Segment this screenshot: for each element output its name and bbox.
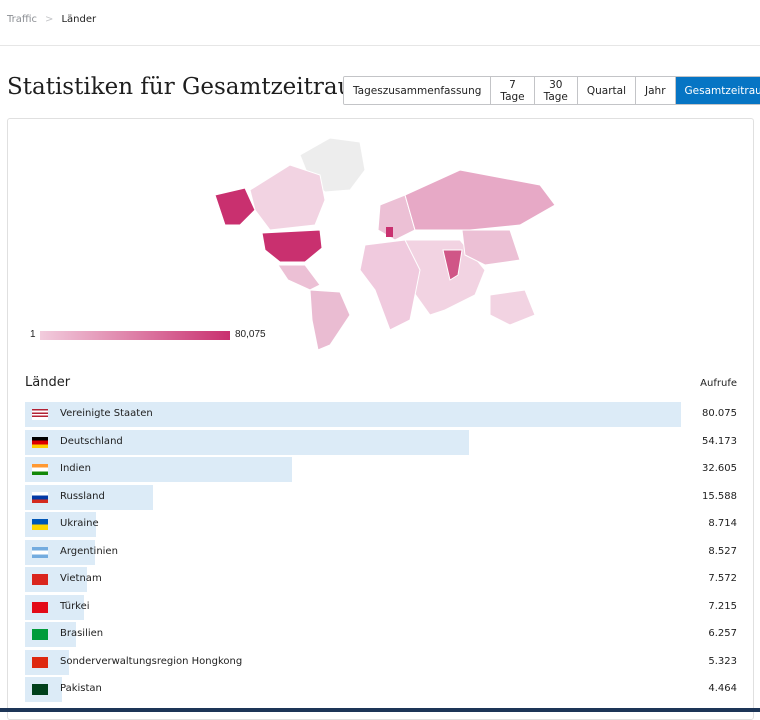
list-heading: Länder [25,375,71,390]
country-row[interactable]: Türkei 7.215 [25,594,737,622]
country-row[interactable]: Ukraine 8.714 [25,511,737,539]
flag [32,629,48,640]
value-label: 54.173 [702,435,737,447]
divider [0,45,760,46]
legend-min: 1 [30,329,36,340]
flag [32,546,48,558]
value-label: 8.714 [708,518,737,529]
breadcrumb-parent[interactable]: Traffic [7,14,38,25]
value-label: 80.075 [702,408,737,419]
flag [32,656,48,668]
india [442,249,463,281]
country-name: Ukraine [60,518,99,529]
country-name: Pakistan [60,683,102,694]
flag [32,684,48,695]
period-button[interactable]: 7 Tage [491,77,535,104]
africa [359,239,421,331]
bar [25,402,681,427]
value-label: 15.588 [702,490,737,502]
value-label: 7.572 [708,573,737,584]
country-name: Brasilien [60,628,104,639]
country-name: Sonderverwaltungsregion Hongkong [60,655,243,667]
country-row[interactable]: Indien 32.605 [25,456,737,484]
period-button[interactable]: Jahr [636,77,676,104]
value-label: 6.257 [708,628,737,639]
russia [404,169,556,231]
value-label: 5.323 [708,655,737,667]
bar [25,457,293,482]
canada [249,164,326,231]
country-name: Indien [60,463,91,474]
bar [25,429,469,455]
country-name: Argentinien [60,545,118,557]
china [461,229,521,266]
value-label: 7.215 [708,600,737,612]
flag [32,409,48,420]
bottom-bar [0,708,760,712]
value-label: 32.605 [702,463,737,474]
germany [386,227,393,237]
country-name: Vietnam [60,573,102,584]
period-button[interactable]: Quartal [577,77,637,104]
period-button[interactable]: Tageszusammenfassung [344,77,492,104]
value-label: 4.464 [708,683,737,694]
breadcrumb: Traffic > Länder [7,14,97,25]
country-name: Vereinigte Staaten [60,408,153,419]
flag [32,491,48,503]
legend-gradient [40,331,230,340]
south-america [309,289,351,351]
flag [32,519,48,530]
country-row[interactable]: Vietnam 7.572 [25,566,737,594]
value-heading: Aufrufe [700,378,737,389]
flag [32,574,48,585]
central-america [277,264,321,291]
country-row[interactable]: Sonderverwaltungsregion Hongkong 5.323 [25,649,737,677]
world-map [214,137,556,351]
value-label: 8.527 [708,545,737,557]
flag [32,436,48,448]
page-title: Statistiken für Gesamtzeitraum [7,74,375,100]
australia [489,289,536,326]
country-row[interactable]: Deutschland 54.173 [25,429,737,457]
alaska [214,187,256,226]
country-row[interactable]: Argentinien 8.527 [25,539,737,567]
country-row[interactable]: Pakistan 4.464 [25,676,737,704]
flag [32,601,48,613]
country-row[interactable]: Russland 15.588 [25,484,737,512]
breadcrumb-current: Länder [61,14,97,25]
period-button[interactable]: Gesamtzeitraum [675,77,760,104]
period-selector: Tageszusammenfassung 7 Tage 30 Tage Quartal… [343,76,760,105]
period-button[interactable]: 30 Tage [534,77,578,104]
country-row[interactable]: Vereinigte Staaten 80.075 [25,401,737,429]
flag [32,464,48,475]
country-name: Türkei [60,600,90,612]
country-name: Russland [60,490,105,502]
country-row[interactable]: Brasilien 6.257 [25,621,737,649]
legend-max: 80,075 [235,329,266,340]
usa [261,229,323,263]
country-name: Deutschland [60,435,123,447]
